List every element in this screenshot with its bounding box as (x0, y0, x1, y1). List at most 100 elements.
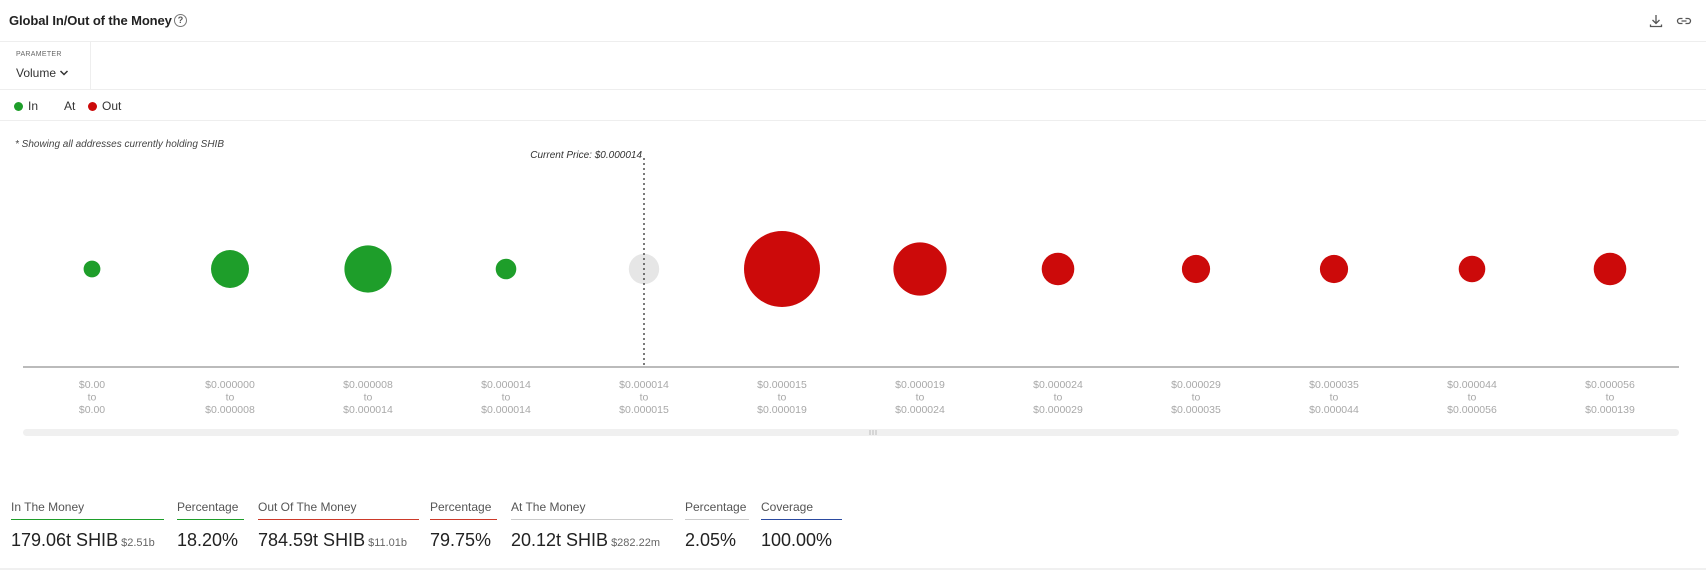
x-tick-label: $0.00 (79, 404, 105, 416)
stat-label: Out Of The Money (258, 500, 419, 520)
x-tick-label: $0.000024 (895, 404, 945, 416)
stat-label: Percentage (177, 500, 244, 520)
legend-label: In (28, 99, 39, 113)
legend-item-out[interactable]: Out (88, 99, 121, 113)
bubble-in[interactable] (495, 258, 517, 280)
bubble-out[interactable] (1319, 254, 1349, 284)
x-tick-connector: to (1192, 392, 1201, 404)
current-price-label: Current Price: $0.000014 (530, 150, 642, 161)
x-tick-label: $0.000015 (619, 404, 669, 416)
stat-main-value: 179.06t SHIB (11, 530, 119, 550)
red-dot-icon (88, 101, 97, 111)
legend: In At Out (0, 91, 1706, 121)
stat-at-the-money: At The Money 20.12t SHIB $282.22m (511, 500, 673, 551)
stat-value: 18.20% (177, 530, 239, 550)
x-tick-connector: to (1606, 392, 1615, 404)
bubble-out[interactable] (1458, 255, 1486, 283)
parameter-select[interactable]: PARAMETER Volume (0, 42, 91, 90)
x-tick-label: $0.00 (79, 379, 105, 391)
x-tick-label: $0.000014 (481, 404, 531, 416)
link-icon[interactable] (1675, 12, 1693, 30)
bubble-out[interactable] (893, 242, 947, 296)
stat-at-percentage: Percentage 2.05% (685, 500, 749, 551)
legend-label: At (64, 99, 76, 113)
stat-label: In The Money (11, 500, 164, 520)
x-tick-label: $0.000015 (757, 379, 807, 391)
green-dot-icon (14, 101, 23, 111)
legend-item-in[interactable]: In (14, 99, 38, 113)
x-tick-label: $0.000014 (481, 379, 531, 391)
bubble-out[interactable] (1181, 254, 1211, 284)
bubble-chart: Current Price: $0.000014 $0.00to$0.00$0.… (23, 150, 1679, 416)
x-tick-connector: to (640, 392, 649, 404)
bubble-in[interactable] (83, 260, 101, 278)
x-tick-connector: to (226, 392, 235, 404)
x-tick-connector: to (88, 392, 97, 404)
x-tick-connector: to (1330, 392, 1339, 404)
parameter-value[interactable]: Volume (16, 66, 57, 80)
bubble-out[interactable] (1593, 252, 1627, 286)
stat-in-the-money: In The Money 179.06t SHIB $2.51b (11, 500, 164, 551)
x-tick-label: $0.000029 (1033, 404, 1083, 416)
stat-out-percentage: Percentage 79.75% (430, 500, 497, 551)
legend-item-at[interactable]: At (64, 99, 75, 113)
bottom-divider (0, 568, 1706, 570)
stat-value: 20.12t SHIB $282.22m (511, 530, 673, 551)
parameter-label: PARAMETER (16, 51, 62, 58)
x-tick-label: $0.000044 (1309, 404, 1359, 416)
download-icon[interactable] (1647, 12, 1665, 30)
chevron-down-icon[interactable] (59, 69, 69, 77)
stat-label: Percentage (430, 500, 497, 520)
stat-sub-value: $11.01b (368, 537, 408, 549)
bubble-in[interactable] (344, 245, 392, 293)
stat-sub-value: $2.51b (121, 537, 155, 549)
x-tick-connector: to (1054, 392, 1063, 404)
scroll-grip-icon[interactable] (868, 430, 878, 435)
chart-note: * Showing all addresses currently holdin… (15, 139, 224, 150)
stat-main-value: 20.12t SHIB (511, 530, 609, 550)
x-tick-label: $0.000024 (1033, 379, 1083, 391)
header-bar: Global In/Out of the Money ? (0, 0, 1706, 42)
x-tick-label: $0.000008 (205, 404, 255, 416)
stat-value: 179.06t SHIB $2.51b (11, 530, 164, 551)
x-tick-label: $0.000014 (619, 379, 669, 391)
chart-scrollbar[interactable] (23, 429, 1679, 436)
bubble-out[interactable] (1041, 252, 1075, 286)
x-tick-label: $0.000035 (1309, 379, 1359, 391)
question-circle-icon[interactable]: ? (174, 14, 187, 27)
x-tick-labels: $0.00to$0.00$0.000000to$0.000008$0.00000… (79, 379, 1635, 416)
x-tick-label: $0.000019 (895, 379, 945, 391)
x-tick-connector: to (364, 392, 373, 404)
x-tick-label: $0.000056 (1585, 379, 1635, 391)
stat-label: Coverage (761, 500, 842, 520)
x-tick-label: $0.000000 (205, 379, 255, 391)
stat-value: 79.75% (430, 530, 492, 550)
x-tick-label: $0.000035 (1171, 404, 1221, 416)
x-tick-connector: to (1468, 392, 1477, 404)
stat-coverage: Coverage 100.00% (761, 500, 842, 551)
x-tick-label: $0.000019 (757, 404, 807, 416)
x-tick-label: $0.000014 (343, 404, 393, 416)
stat-value: 784.59t SHIB $11.01b (258, 530, 419, 551)
parameter-bar: PARAMETER Volume (0, 42, 1706, 90)
bubbles-group (83, 231, 1627, 307)
stat-value: 2.05% (685, 530, 737, 550)
x-tick-connector: to (502, 392, 511, 404)
legend-label: Out (102, 99, 122, 113)
stat-in-percentage: Percentage 18.20% (177, 500, 244, 551)
stat-out-of-the-money: Out Of The Money 784.59t SHIB $11.01b (258, 500, 419, 551)
stat-label: At The Money (511, 500, 673, 520)
x-tick-label: $0.000044 (1447, 379, 1497, 391)
x-tick-label: $0.000029 (1171, 379, 1221, 391)
stat-label: Percentage (685, 500, 749, 520)
bubble-out[interactable] (744, 231, 820, 307)
x-tick-label: $0.000008 (343, 379, 393, 391)
x-tick-label: $0.000139 (1585, 404, 1635, 416)
bubble-in[interactable] (211, 250, 249, 288)
x-tick-label: $0.000056 (1447, 404, 1497, 416)
x-tick-connector: to (778, 392, 787, 404)
stat-sub-value: $282.22m (611, 537, 660, 549)
stat-main-value: 784.59t SHIB (258, 530, 366, 550)
stat-value: 100.00% (761, 530, 833, 550)
page-title: Global In/Out of the Money (9, 13, 172, 28)
